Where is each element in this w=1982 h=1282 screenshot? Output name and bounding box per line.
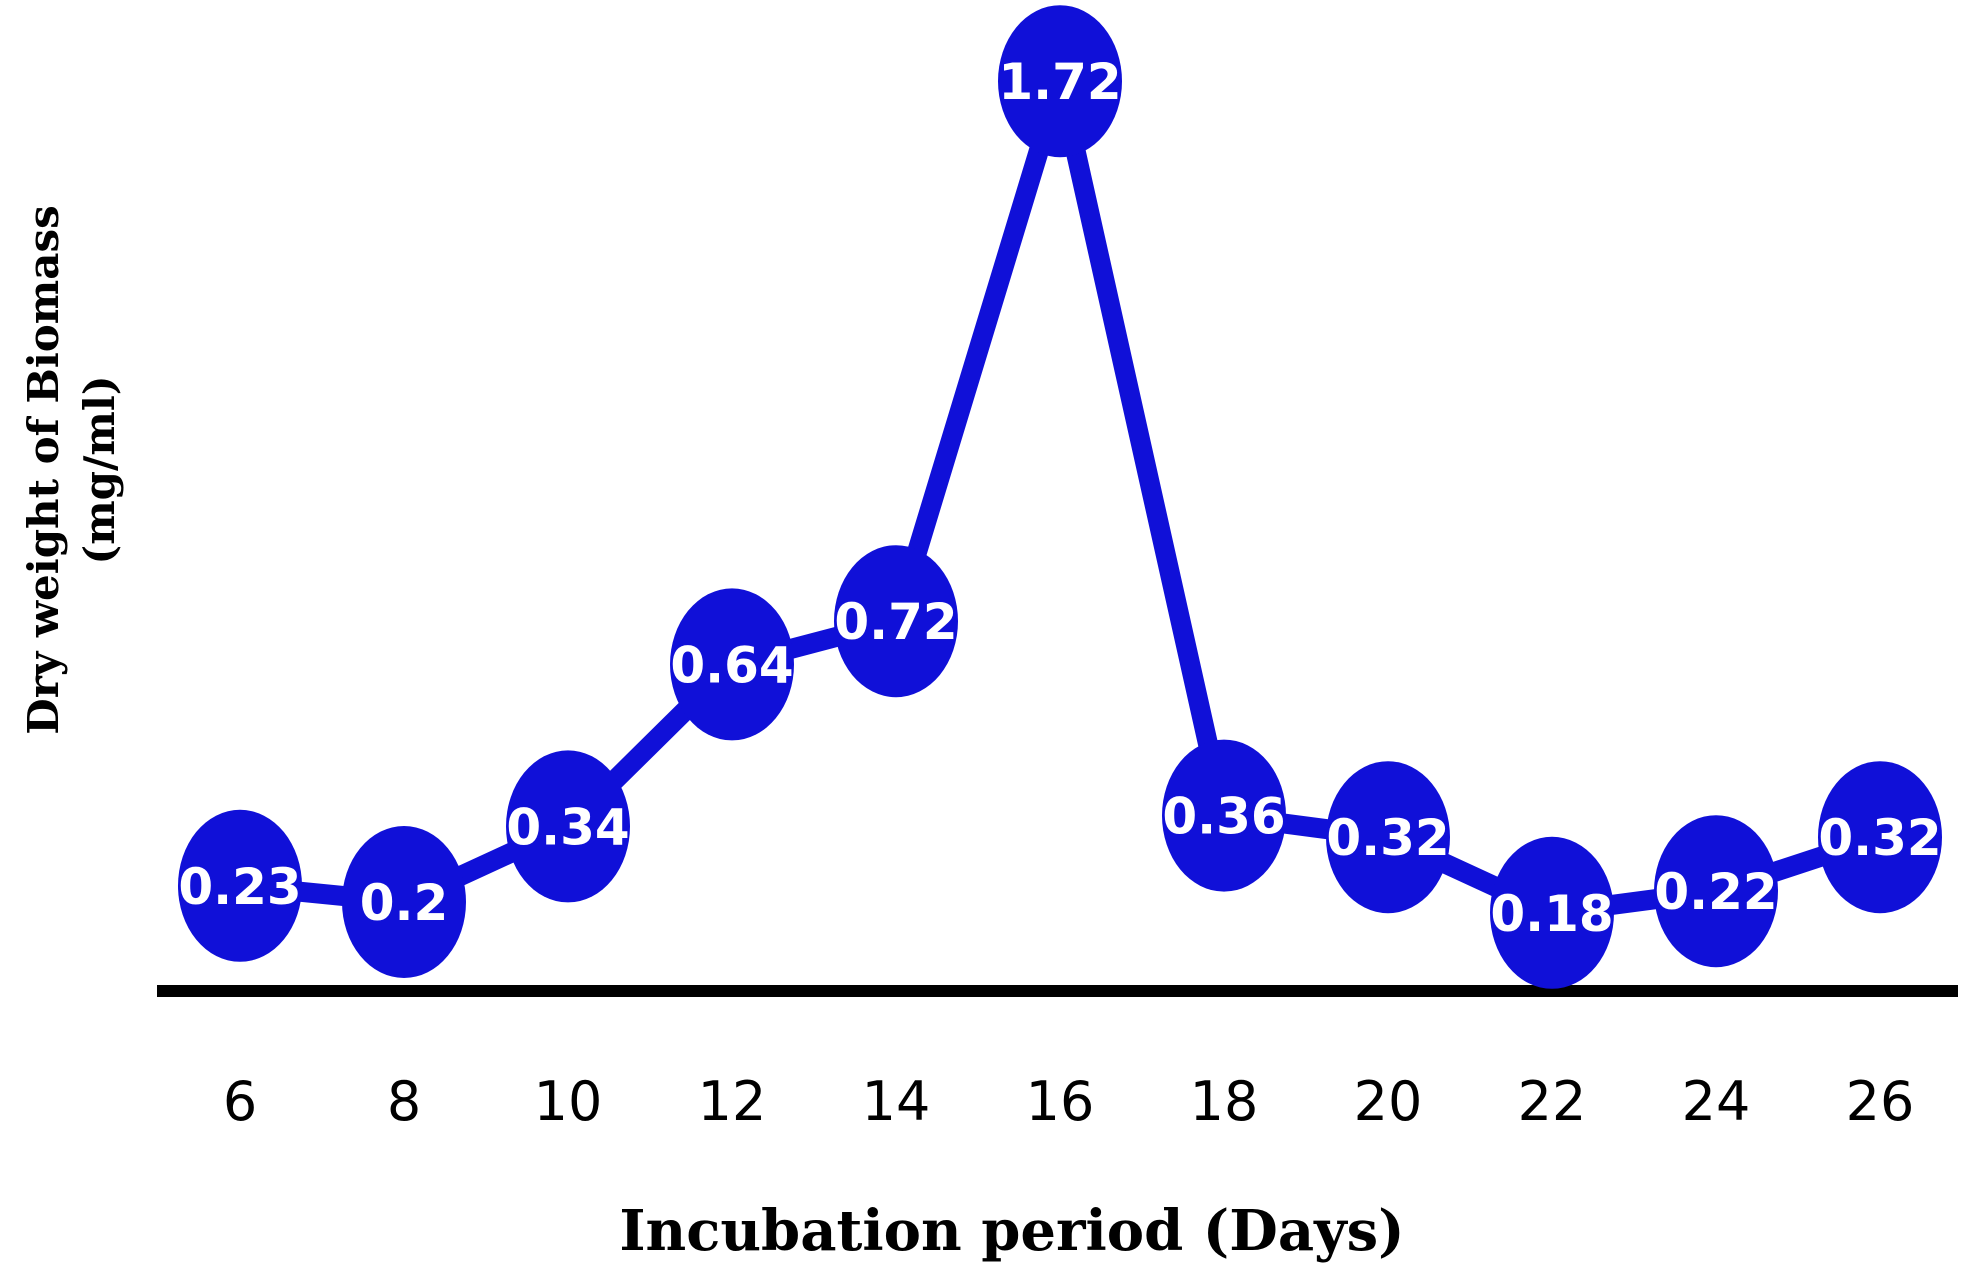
series-line bbox=[239, 71, 1884, 923]
data-point-marker bbox=[1818, 761, 1942, 914]
data-point-marker bbox=[998, 5, 1122, 158]
data-point-marker bbox=[506, 750, 630, 903]
y-axis-label-line-1: Dry weight of Biomass bbox=[19, 205, 68, 734]
data-label: 0.36 bbox=[1162, 788, 1285, 846]
data-label: 0.23 bbox=[178, 858, 301, 916]
x-tick-labels: 6 8 10 12 14 16 18 20 22 24 26 bbox=[223, 1070, 1915, 1133]
x-tick-label: 14 bbox=[862, 1070, 931, 1133]
data-label: 0.22 bbox=[1654, 863, 1777, 921]
data-point: 0.18 bbox=[1490, 836, 1614, 989]
x-tick-label: 6 bbox=[223, 1070, 257, 1133]
markers-group: 0.23 0.2 0.34 0.64 0.72 1.72 0.36 0.32 0.18 0.22 0… bbox=[178, 5, 1942, 989]
x-tick-label: 10 bbox=[534, 1070, 603, 1133]
y-axis-label: Dry weight of Biomass (mg/ml) bbox=[19, 205, 124, 734]
y-axis-label-line-2: (mg/ml) bbox=[75, 375, 124, 564]
x-tick-label: 20 bbox=[1354, 1070, 1423, 1133]
series-line-group bbox=[239, 71, 1884, 923]
data-label: 0.72 bbox=[834, 593, 957, 651]
data-point: 0.32 bbox=[1326, 761, 1450, 914]
data-label: 0.64 bbox=[670, 636, 793, 694]
data-point-marker bbox=[1490, 836, 1614, 989]
data-label: 0.32 bbox=[1326, 809, 1449, 867]
x-tick-label: 26 bbox=[1846, 1070, 1915, 1133]
data-point: 0.32 bbox=[1818, 761, 1942, 914]
data-point: 0.23 bbox=[178, 809, 302, 962]
x-tick-label: 16 bbox=[1026, 1070, 1095, 1133]
data-point: 0.72 bbox=[834, 545, 958, 698]
data-point: 0.64 bbox=[670, 588, 794, 741]
data-point: 1.72 bbox=[998, 5, 1122, 158]
data-point: 0.2 bbox=[342, 826, 466, 978]
data-label: 0.18 bbox=[1490, 885, 1613, 943]
data-label: 0.34 bbox=[506, 798, 629, 856]
data-label: 1.72 bbox=[998, 53, 1121, 111]
data-point: 0.36 bbox=[1162, 739, 1286, 892]
x-axis-label: Incubation period (Days) bbox=[619, 1198, 1404, 1264]
data-point-marker bbox=[1326, 761, 1450, 914]
x-tick-label: 12 bbox=[698, 1070, 767, 1133]
data-point-marker bbox=[834, 545, 958, 698]
data-point-marker bbox=[670, 588, 794, 741]
data-label: 0.32 bbox=[1818, 809, 1941, 867]
data-point-marker bbox=[1162, 739, 1286, 892]
x-tick-label: 8 bbox=[387, 1070, 421, 1133]
data-point: 0.22 bbox=[1654, 815, 1778, 968]
x-tick-label: 18 bbox=[1190, 1070, 1259, 1133]
x-tick-label: 24 bbox=[1682, 1070, 1751, 1133]
data-point: 0.34 bbox=[506, 750, 630, 903]
data-point-marker bbox=[178, 809, 302, 962]
data-point-marker bbox=[342, 826, 466, 978]
data-point-marker bbox=[1654, 815, 1778, 968]
data-label: 0.2 bbox=[360, 874, 449, 932]
x-tick-label: 22 bbox=[1518, 1070, 1587, 1133]
